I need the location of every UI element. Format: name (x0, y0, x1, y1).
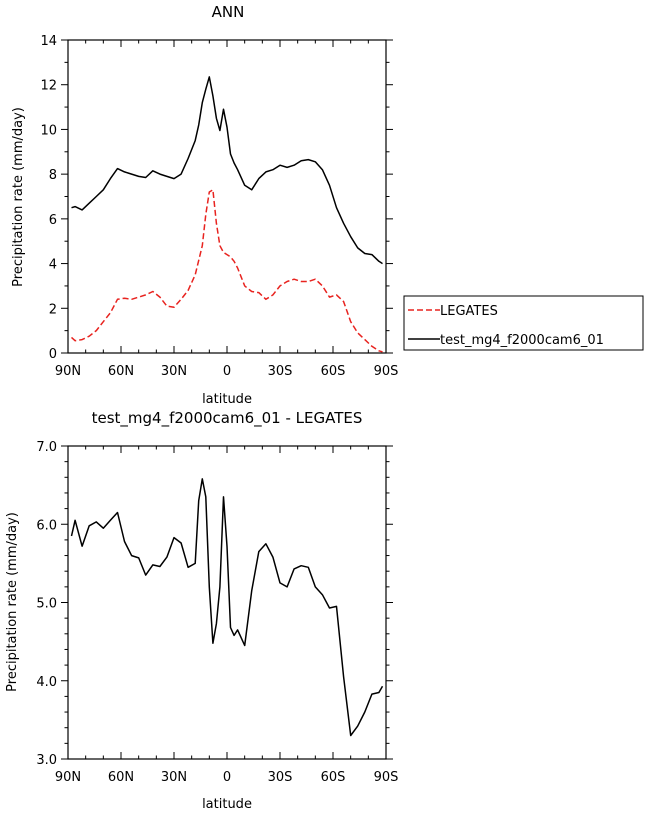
x-tick-label: 60S (321, 364, 346, 379)
difference-chart: test_mg4_f2000cam6_01 - LEGATES 90N 60N 30… (5, 409, 398, 812)
x-tick-label: 90S (374, 364, 399, 379)
x-tick-label: 30S (268, 770, 293, 785)
x-tick-labels: 90N 60N 30N 0 30S 60S 90S (55, 364, 399, 379)
x-tick-label: 60S (321, 770, 346, 785)
y-tick-label: 2 (49, 302, 57, 317)
x-tick-label: 60N (108, 770, 134, 785)
x-tick-label: 90S (374, 770, 399, 785)
chart-title: test_mg4_f2000cam6_01 - LEGATES (92, 409, 363, 428)
y-tick-label: 4 (49, 258, 57, 273)
y-tick-label: 7.0 (36, 440, 57, 455)
axis-ticks (61, 445, 393, 760)
y-tick-label: 0 (49, 347, 57, 362)
x-tick-label: 90N (55, 770, 81, 785)
x-tick-label: 30N (161, 770, 187, 785)
x-tick-label: 30S (268, 364, 293, 379)
series-line-0 (70, 189, 383, 353)
legend-label-test-model: test_mg4_f2000cam6_01 (440, 333, 604, 348)
x-tick-labels: 90N 60N 30N 0 30S 60S 90S (55, 770, 399, 785)
series-line-0 (70, 478, 384, 737)
plot-frame (67, 445, 387, 760)
y-tick-label: 6.0 (36, 518, 57, 533)
y-axis-label: Precipitation rate (mm/day) (11, 107, 26, 287)
legend: LEGATES test_mg4_f2000cam6_01 (403, 295, 644, 351)
chart-title: ANN (212, 3, 245, 21)
series-lines (70, 76, 383, 353)
y-tick-label: 10 (40, 123, 57, 138)
x-axis-label: latitude (202, 392, 252, 407)
precipitation-chart: ANN 90N 60N 30N 0 30S 60S 90S 0 2 4 6 8 10 12 14 lati… (11, 3, 398, 407)
x-tick-label: 0 (223, 364, 231, 379)
x-tick-label: 30N (161, 364, 187, 379)
y-axis-label: Precipitation rate (mm/day) (5, 512, 20, 692)
x-axis-label: latitude (202, 797, 252, 812)
series-line-1 (71, 76, 383, 265)
y-tick-label: 6 (49, 213, 57, 228)
y-tick-labels: 0 2 4 6 8 10 12 14 (40, 34, 57, 362)
y-tick-label: 14 (40, 34, 57, 49)
axis-ticks (61, 39, 393, 354)
legend-box (403, 295, 644, 351)
y-tick-labels: 3.0 4.0 5.0 6.0 7.0 (36, 440, 57, 768)
y-tick-label: 3.0 (36, 753, 57, 768)
y-tick-label: 4.0 (36, 675, 57, 690)
x-tick-label: 0 (223, 770, 231, 785)
x-tick-label: 60N (108, 364, 134, 379)
y-tick-label: 12 (40, 79, 57, 94)
y-tick-label: 8 (49, 168, 57, 183)
x-tick-label: 90N (55, 364, 81, 379)
series-lines (70, 478, 384, 737)
y-tick-label: 5.0 (36, 597, 57, 612)
legend-label-legates: LEGATES (440, 304, 498, 319)
plot-frame (67, 39, 387, 354)
